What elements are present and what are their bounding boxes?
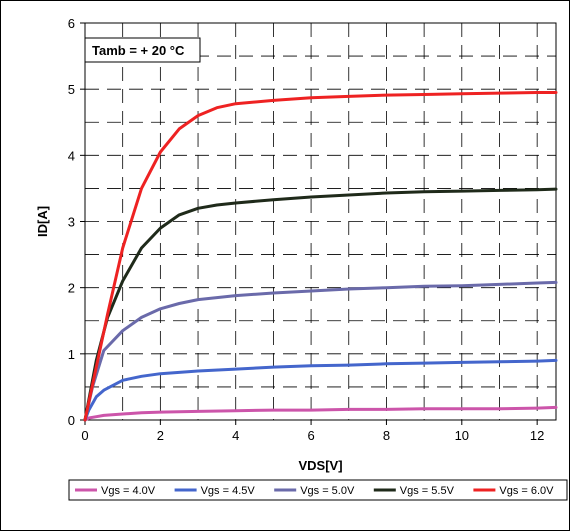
x-tick-label: 6 <box>307 428 314 443</box>
legend-label: Vgs = 6.0V <box>499 485 554 497</box>
x-tick-label: 0 <box>81 428 88 443</box>
annotation-box: Tamb = + 20 °C <box>84 37 201 63</box>
x-tick-label: 2 <box>157 428 164 443</box>
y-axis-title: ID[A] <box>35 206 50 237</box>
y-tick-label: 6 <box>68 16 75 31</box>
legend-label: Vgs = 4.5V <box>201 485 256 497</box>
y-tick-label: 5 <box>68 82 75 97</box>
grid-layer <box>85 23 556 420</box>
x-axis-title: VDS[V] <box>298 458 342 473</box>
x-tick-label: 12 <box>530 428 544 443</box>
y-tick-label: 3 <box>68 215 75 230</box>
series-line <box>83 187 558 422</box>
x-tick-label: 4 <box>232 428 239 443</box>
y-tick-label: 2 <box>68 281 75 296</box>
series-line <box>83 91 558 422</box>
y-tick-labels: 0 1 2 3 4 5 6 <box>68 16 85 428</box>
x-tick-label: 8 <box>383 428 390 443</box>
legend: Vgs = 4.0V Vgs = 4.5V Vgs = 5.0V Vgs = 5.5V… <box>68 479 568 501</box>
series-line <box>83 280 558 422</box>
x-tick-labels: 0 2 4 6 8 10 12 <box>81 420 544 443</box>
legend-label: Vgs = 5.0V <box>300 485 355 497</box>
y-tick-label: 4 <box>68 148 75 163</box>
legend-label: Vgs = 4.0V <box>101 485 156 497</box>
series-layer <box>83 91 558 422</box>
annotation-text: Tamb = + 20 °C <box>92 43 185 58</box>
x-tick-label: 10 <box>455 428 469 443</box>
legend-label: Vgs = 5.5V <box>400 485 455 497</box>
series-line <box>83 405 558 422</box>
y-tick-label: 1 <box>68 347 75 362</box>
series-line <box>83 358 558 422</box>
y-tick-label: 0 <box>68 413 75 428</box>
